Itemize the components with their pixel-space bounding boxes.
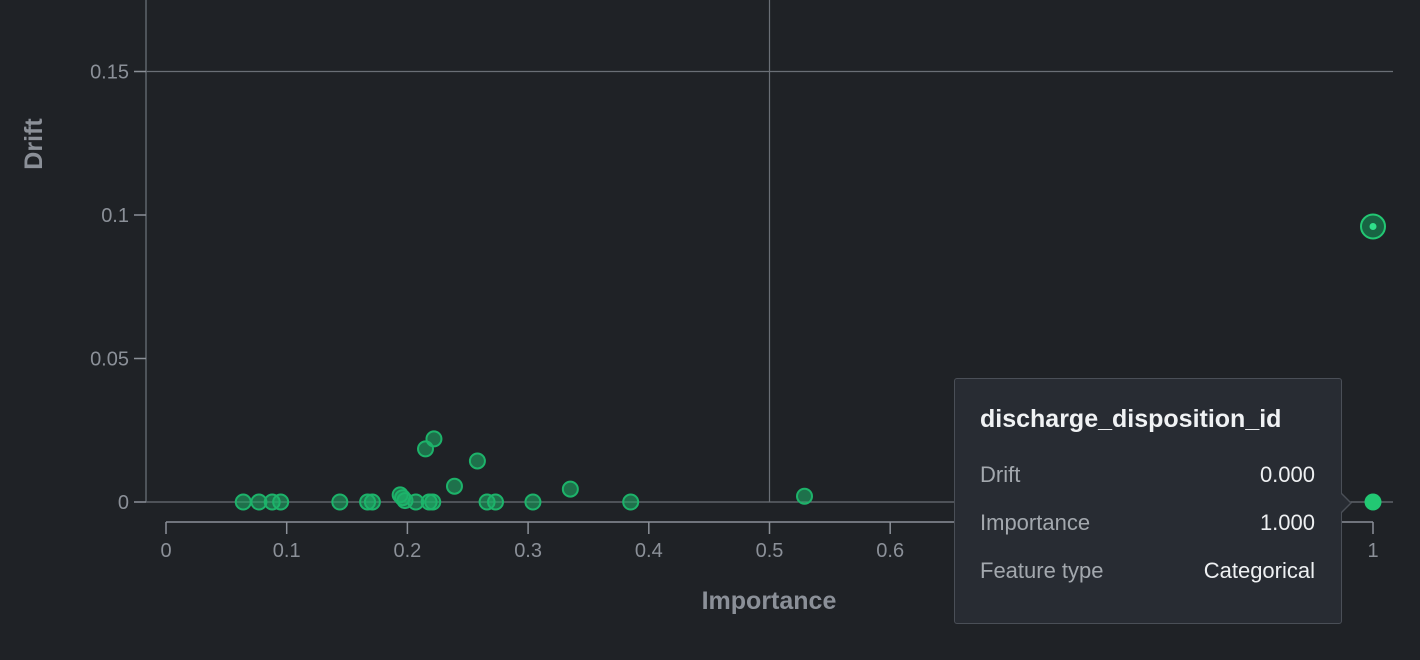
data-points [234, 213, 1386, 511]
data-point [331, 493, 349, 511]
tooltip-label: Drift [980, 462, 1021, 487]
tooltip-value: 0.000 [1259, 462, 1315, 487]
x-tick-label: 0 [160, 540, 171, 562]
x-tick-label: 0.5 [756, 540, 784, 562]
point-tooltip: discharge_disposition_id Drift 0.000 Imp… [954, 378, 1352, 624]
tooltip-label: Feature type [980, 558, 1104, 583]
tooltip-value: 1.000 [1259, 510, 1315, 535]
data-point [272, 493, 290, 511]
data-point [796, 487, 814, 505]
data-point [424, 493, 442, 511]
y-tick-label: 0.05 [90, 349, 129, 371]
x-tick-label: 1 [1367, 540, 1378, 562]
y-axis-title: Drift [20, 118, 48, 170]
selected-point-center [1369, 222, 1377, 230]
x-tick-label: 0.4 [635, 540, 663, 562]
tooltip-title: discharge_disposition_id [980, 405, 1282, 433]
x-tick-label: 0.3 [514, 540, 542, 562]
y-tick-label: 0 [118, 492, 129, 514]
data-point [524, 493, 542, 511]
x-tick-label: 0.1 [273, 540, 301, 562]
data-point [487, 493, 505, 511]
axes: 0 0.05 0.1 0.15 0 0.1 0.2 0.3 0.4 0.5 0.6 1 [90, 0, 1379, 562]
tooltip-value: Categorical [1203, 558, 1315, 583]
y-tick-label: 0.1 [101, 205, 129, 227]
tooltip-row-importance: Importance 1.000 [980, 499, 1315, 547]
x-tick-label: 0.2 [393, 540, 421, 562]
data-point [234, 493, 252, 511]
data-point [363, 493, 381, 511]
data-point [622, 493, 640, 511]
x-axis-title: Importance [702, 587, 837, 615]
tooltip-row-feature-type: Feature type Categorical [980, 547, 1315, 595]
data-point [445, 477, 463, 495]
x-tick-label: 0.6 [876, 540, 904, 562]
data-point [425, 430, 443, 448]
data-point [561, 480, 579, 498]
hovered-point [1364, 493, 1382, 511]
tooltip-label: Importance [980, 510, 1091, 535]
tooltip-row-drift: Drift 0.000 [980, 451, 1315, 499]
data-point [468, 452, 486, 470]
y-tick-label: 0.15 [90, 62, 129, 84]
